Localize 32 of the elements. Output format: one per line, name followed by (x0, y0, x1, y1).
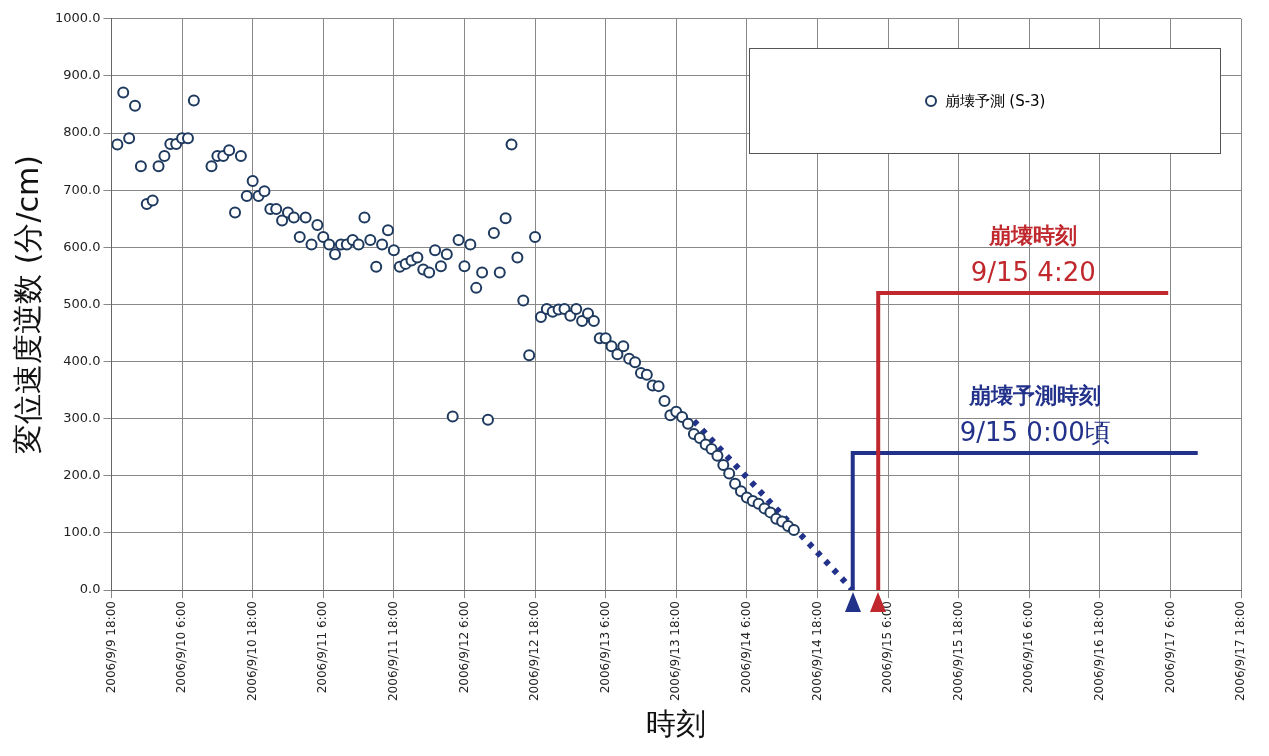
y-tick-label: 300.0 (63, 410, 101, 426)
x-tick-label: 2006/9/14 18:00 (809, 601, 824, 702)
y-tick-label: 500.0 (63, 295, 101, 311)
y-tick-label: 700.0 (63, 181, 101, 197)
x-tick-label: 2006/9/11 6:00 (315, 601, 330, 694)
x-tick-label: 2006/9/13 6:00 (597, 601, 612, 694)
x-tick-label: 2006/9/10 18:00 (244, 601, 259, 702)
ref-line-label: 崩壊予測時刻 9/15 0:00頃 (959, 382, 1111, 447)
y-tick-label: 200.0 (63, 467, 101, 483)
x-tick-label: 2006/9/15 18:00 (950, 601, 965, 702)
x-tick-label: 2006/9/11 18:00 (385, 601, 400, 702)
x-axis-title: 時刻 (646, 705, 707, 741)
x-tick-label: 2006/9/12 18:00 (527, 601, 542, 702)
y-tick-label: 800.0 (63, 124, 101, 140)
legend-box: 崩壊予測 (S-3) (749, 48, 1221, 154)
y-tick-label: 400.0 (63, 352, 101, 368)
y-tick-label: 600.0 (63, 238, 101, 254)
y-tick-label: 1000.0 (54, 10, 101, 26)
y-tick-label: 900.0 (63, 67, 101, 83)
x-tick-label: 2006/9/16 18:00 (1091, 601, 1106, 702)
x-tick-label: 2006/9/12 6:00 (456, 601, 471, 694)
x-tick-label: 2006/9/13 18:00 (668, 601, 683, 702)
legend-label: 崩壊予測 (S-3) (944, 91, 1046, 111)
y-axis-title: 変位速度逆数 (分/cm) (9, 155, 45, 454)
y-tick-label: 0.0 (79, 581, 101, 597)
x-tick-label: 2006/9/10 6:00 (174, 601, 189, 694)
x-tick-label: 2006/9/17 6:00 (1162, 601, 1177, 694)
x-tick-label: 2006/9/16 6:00 (1021, 601, 1036, 694)
x-tick-label: 2006/9/14 6:00 (738, 601, 753, 694)
x-tick-label: 2006/9/9 18:00 (103, 601, 118, 694)
x-tick-label: 2006/9/17 18:00 (1233, 601, 1248, 702)
y-tick-label: 100.0 (63, 524, 101, 540)
